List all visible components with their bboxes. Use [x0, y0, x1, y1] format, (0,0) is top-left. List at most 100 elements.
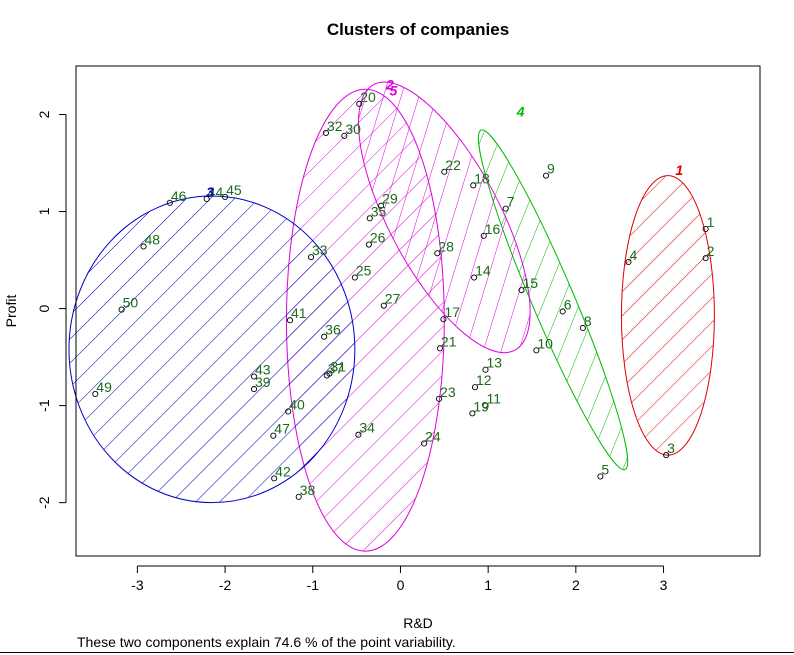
- point-label-6: 6: [564, 296, 572, 312]
- point-labels: 1234567891011121314151617181920212223242…: [96, 89, 714, 498]
- cluster-ellipses: [68, 81, 715, 552]
- point-label-43: 43: [255, 361, 271, 377]
- point-marker-28: [434, 250, 441, 257]
- point-marker-17: [440, 316, 447, 323]
- point-marker-30: [341, 132, 348, 139]
- point-marker-5: [597, 473, 604, 480]
- x-tick-label: -3: [131, 577, 144, 593]
- point-label-49: 49: [96, 379, 112, 395]
- point-label-40: 40: [289, 396, 305, 412]
- point-label-23: 23: [440, 384, 456, 400]
- point-label-32: 32: [327, 118, 343, 134]
- cluster-label-3: 3: [206, 184, 214, 200]
- point-label-18: 18: [474, 170, 490, 186]
- point-label-34: 34: [359, 420, 375, 436]
- point-label-9: 9: [547, 161, 555, 177]
- point-label-20: 20: [360, 89, 376, 105]
- point-marker-38: [295, 493, 302, 500]
- point-label-44: 44: [208, 184, 224, 200]
- point-marker-50: [118, 306, 125, 313]
- y-tick-label: -1: [36, 399, 52, 412]
- cluster-ellipse-5: [357, 81, 531, 354]
- point-marker-44: [203, 195, 210, 202]
- point-label-3: 3: [667, 440, 675, 456]
- point-label-7: 7: [507, 194, 515, 210]
- x-tick-label: 3: [660, 577, 668, 593]
- point-label-48: 48: [145, 231, 161, 247]
- point-label-24: 24: [425, 428, 441, 444]
- point-marker-46: [166, 199, 173, 206]
- cluster-ellipse-4: [477, 129, 629, 471]
- point-marker-45: [222, 193, 229, 201]
- point-marker-43: [250, 373, 258, 380]
- point-marker-21: [436, 345, 443, 352]
- point-label-26: 26: [370, 230, 386, 246]
- point-label-46: 46: [171, 188, 187, 204]
- x-tick-label: 0: [397, 577, 405, 593]
- variability-footnote: These two components explain 74.6 % of t…: [77, 634, 456, 650]
- y-tick-label: 0: [36, 304, 52, 312]
- point-marker-14: [471, 274, 478, 281]
- point-label-35: 35: [371, 203, 387, 219]
- cluster-label-4: 4: [516, 104, 525, 120]
- point-label-5: 5: [601, 461, 609, 477]
- point-marker-19: [469, 410, 476, 417]
- point-label-30: 30: [345, 121, 361, 137]
- point-marker-47: [270, 432, 277, 439]
- point-marker-7: [502, 205, 509, 212]
- point-marker-35: [366, 215, 373, 222]
- point-label-14: 14: [475, 263, 491, 279]
- point-label-39: 39: [255, 374, 271, 390]
- y-tick-label: 2: [36, 110, 52, 118]
- point-marker-24: [421, 440, 428, 447]
- point-label-38: 38: [300, 482, 316, 498]
- y-tick-label: 1: [36, 207, 52, 215]
- point-marker-41: [286, 317, 294, 324]
- bottom-rule: [0, 652, 794, 653]
- y-axis-label: Profit: [3, 295, 19, 328]
- point-marker-2: [702, 255, 709, 262]
- point-label-4: 4: [629, 247, 637, 263]
- point-marker-25: [351, 274, 358, 281]
- point-label-37: 37: [328, 361, 344, 377]
- point-label-11: 11: [487, 391, 502, 407]
- point-label-12: 12: [476, 372, 492, 388]
- point-marker-42: [271, 475, 278, 482]
- point-marker-34: [355, 431, 362, 438]
- point-label-27: 27: [385, 291, 401, 307]
- point-marker-32: [322, 129, 329, 137]
- point-label-28: 28: [438, 238, 454, 254]
- point-label-33: 33: [312, 242, 328, 258]
- point-marker-40: [285, 408, 292, 415]
- point-marker-36: [321, 333, 328, 340]
- x-axis-label: R&D: [403, 615, 433, 631]
- point-label-16: 16: [485, 221, 501, 237]
- point-marker-13: [482, 366, 489, 373]
- point-label-13: 13: [487, 355, 503, 371]
- x-tick-label: 1: [484, 577, 492, 593]
- point-label-8: 8: [584, 313, 592, 329]
- point-label-50: 50: [123, 295, 139, 311]
- point-label-2: 2: [707, 243, 715, 259]
- point-label-47: 47: [274, 421, 290, 437]
- point-marker-15: [518, 287, 525, 294]
- point-label-29: 29: [382, 191, 398, 207]
- point-label-31: 31: [330, 359, 346, 375]
- point-label-17: 17: [444, 304, 460, 320]
- point-marker-8: [579, 324, 586, 332]
- plot-frame: [75, 65, 761, 557]
- point-marker-48: [140, 243, 147, 250]
- point-marker-33: [307, 254, 315, 261]
- point-marker-23: [435, 395, 443, 402]
- chart-title: Clusters of companies: [327, 20, 509, 39]
- point-marker-27: [380, 302, 387, 309]
- point-label-45: 45: [226, 182, 242, 198]
- point-label-42: 42: [275, 463, 291, 479]
- point-label-15: 15: [522, 275, 538, 291]
- cluster-label-5: 5: [390, 82, 398, 98]
- y-tick-label: -2: [36, 496, 52, 509]
- point-marker-3: [663, 452, 670, 459]
- point-marker-6: [559, 308, 566, 315]
